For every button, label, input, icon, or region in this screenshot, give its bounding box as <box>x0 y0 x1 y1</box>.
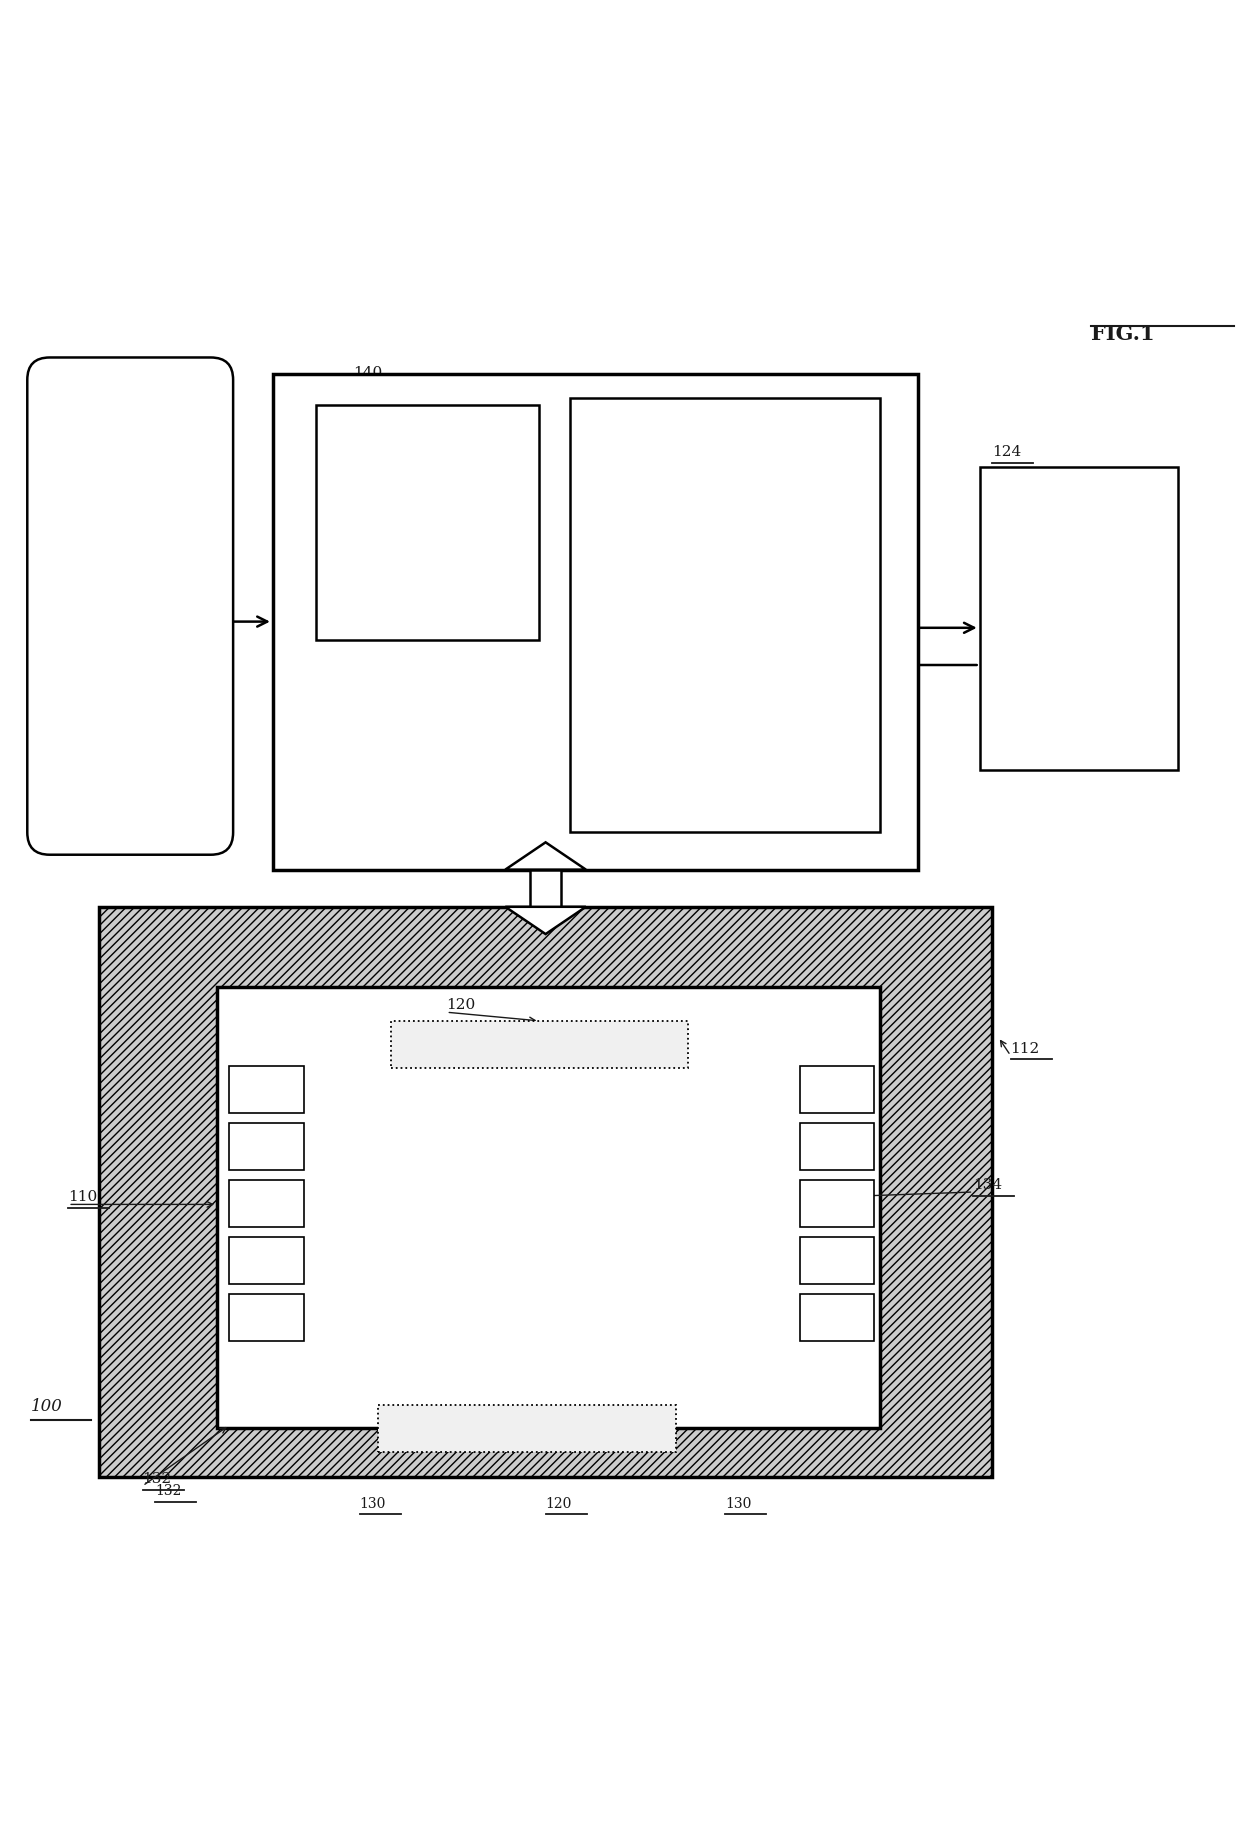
Bar <box>229 1293 304 1340</box>
Bar <box>316 405 539 641</box>
Bar <box>800 1236 874 1284</box>
Bar <box>217 988 880 1428</box>
Polygon shape <box>506 842 587 869</box>
Text: 120: 120 <box>546 1497 572 1510</box>
Polygon shape <box>506 908 587 935</box>
Text: 122: 122 <box>68 834 98 849</box>
Text: 112: 112 <box>1011 1041 1040 1055</box>
Bar <box>531 869 560 908</box>
Bar <box>229 1236 304 1284</box>
Text: FIG.1: FIG.1 <box>1091 323 1154 343</box>
Text: 140: 140 <box>353 365 383 380</box>
Text: 100: 100 <box>31 1399 63 1415</box>
Text: 134: 134 <box>973 1178 1002 1192</box>
Text: 130: 130 <box>360 1497 386 1510</box>
Text: Disinfection Operation
Control Unit: Disinfection Operation Control Unit <box>709 535 742 696</box>
Text: 142: 142 <box>397 385 427 400</box>
Bar <box>800 1123 874 1170</box>
Text: Disinfection
Requirement: Disinfection Requirement <box>110 551 150 661</box>
Text: Data Base: Data Base <box>1070 575 1087 661</box>
Bar <box>229 1066 304 1112</box>
Bar <box>99 908 992 1477</box>
Text: 124: 124 <box>992 446 1022 458</box>
Bar <box>229 1123 304 1170</box>
Bar <box>378 1406 676 1452</box>
Bar <box>391 1021 688 1068</box>
Bar <box>273 374 918 869</box>
Bar <box>980 467 1178 771</box>
Bar <box>800 1180 874 1227</box>
Text: 132: 132 <box>155 1485 181 1499</box>
FancyBboxPatch shape <box>27 358 233 855</box>
Text: 130: 130 <box>725 1497 751 1510</box>
Bar <box>800 1293 874 1340</box>
Text: Controller: Controller <box>288 389 374 405</box>
Bar <box>570 398 880 833</box>
Text: 132: 132 <box>143 1472 171 1486</box>
Bar <box>229 1180 304 1227</box>
Text: 120: 120 <box>446 999 476 1012</box>
Bar <box>800 1066 874 1112</box>
Text: 110: 110 <box>68 1191 98 1205</box>
Text: Disinfection
Dosage Determination Unit: Disinfection Dosage Determination Unit <box>412 425 444 619</box>
Text: 144: 144 <box>620 385 650 400</box>
